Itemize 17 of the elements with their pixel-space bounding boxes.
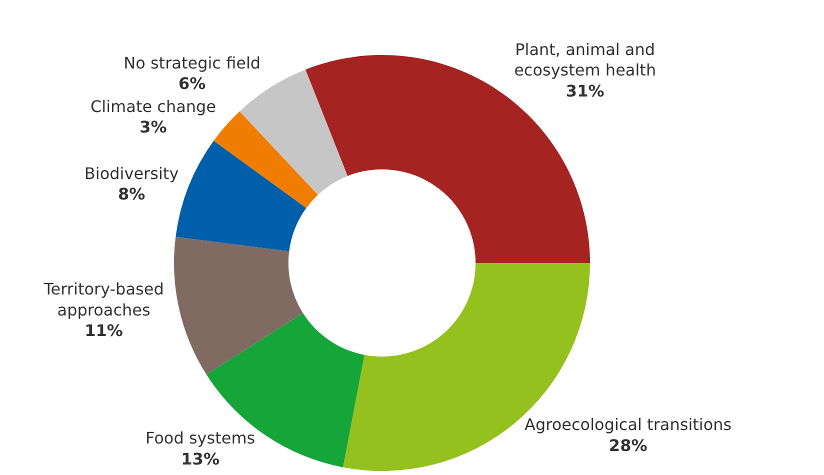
slice-label: Plant, animal and ecosystem health [514,40,656,80]
donut-slice [214,111,318,208]
data-label: 28% [608,436,648,455]
slice-label: Biodiversity [84,164,179,183]
data-label: 31% [566,82,604,101]
data-label: 3% [140,118,167,137]
slice-label: Territory-based approaches [42,280,164,320]
data-label: 13% [181,450,220,469]
donut-slice [174,236,303,374]
donut-slice [240,70,348,195]
data-label: 6% [178,74,206,94]
slice-label: No strategic field [124,53,261,72]
slice-label: Food systems [145,428,256,448]
slice-label: Climate change [90,96,216,116]
data-label: 11% [84,321,123,340]
slice-label: Agroecological transitions [524,415,732,434]
data-label: 8% [118,184,146,204]
